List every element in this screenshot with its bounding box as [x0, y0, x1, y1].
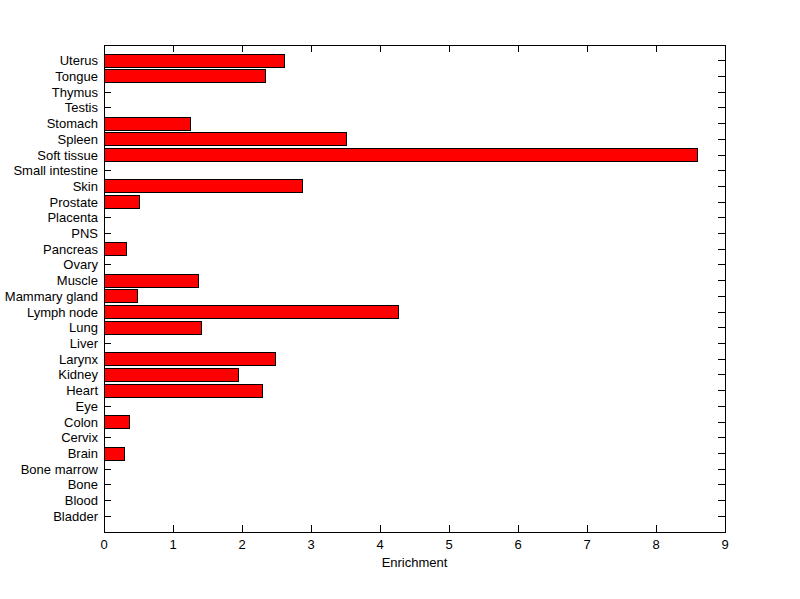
bar [104, 274, 199, 287]
y-tick-label: Skin [73, 179, 98, 194]
y-tick-label: Blood [65, 493, 98, 508]
x-tick-label: 6 [514, 537, 521, 552]
bar [104, 54, 285, 67]
bar [104, 196, 139, 209]
y-tick-label: PNS [71, 226, 98, 241]
x-tick-label: 7 [583, 537, 590, 552]
y-tick-label: Stomach [47, 116, 98, 131]
y-tick-label: Lymph node [27, 305, 98, 320]
x-tick-label: 5 [445, 537, 452, 552]
y-tick-label: Testis [65, 100, 99, 115]
axis-box [104, 45, 725, 532]
y-tick-label: Kidney [58, 367, 98, 382]
x-tick-label: 9 [721, 537, 728, 552]
y-tick-label: Bone [68, 477, 98, 492]
bar-chart-figure: UterusTongueThymusTestisStomachSpleenSof… [0, 0, 800, 599]
y-tick-label: Uterus [60, 53, 99, 68]
y-tick-label: Placenta [47, 210, 98, 225]
y-tick-label: Muscle [57, 273, 98, 288]
bar [104, 384, 263, 397]
y-tick-label: Mammary gland [5, 289, 98, 304]
y-tick-label: Lung [69, 320, 98, 335]
enrichment-bar-chart: UterusTongueThymusTestisStomachSpleenSof… [0, 0, 800, 599]
bar [104, 321, 201, 334]
x-tick-label: 2 [238, 537, 245, 552]
x-tick-label: 0 [100, 537, 107, 552]
y-tick-label: Tongue [55, 69, 98, 84]
bar [104, 149, 697, 162]
y-tick-label: Thymus [52, 85, 99, 100]
x-tick-label: 3 [307, 537, 314, 552]
y-tick-label: Spleen [58, 132, 98, 147]
y-tick-label: Heart [66, 383, 98, 398]
y-tick-label: Pancreas [43, 242, 98, 257]
x-tick-label: 1 [169, 537, 176, 552]
y-tick-label: Bone marrow [21, 462, 99, 477]
y-tick-label: Eye [76, 399, 98, 414]
x-tick-label: 8 [652, 537, 659, 552]
x-axis-title: Enrichment [382, 555, 448, 570]
y-tick-label: Prostate [50, 195, 98, 210]
x-tick-label: 4 [376, 537, 383, 552]
bar [104, 416, 130, 429]
y-tick-label: Ovary [63, 257, 98, 272]
y-tick-label: Small intestine [13, 163, 98, 178]
bar [104, 368, 239, 381]
y-tick-label: Liver [70, 336, 99, 351]
y-tick-label: Soft tissue [37, 148, 98, 163]
bar [104, 243, 127, 256]
y-tick-label: Colon [64, 415, 98, 430]
y-tick-label: Brain [68, 446, 98, 461]
bar [104, 353, 275, 366]
bar [104, 117, 190, 130]
bar [104, 133, 347, 146]
bar [104, 306, 399, 319]
bar [104, 290, 137, 303]
bar [104, 70, 266, 83]
bar [104, 447, 124, 460]
bar [104, 180, 303, 193]
y-tick-label: Cervix [61, 430, 98, 445]
y-tick-label: Larynx [59, 352, 99, 367]
y-tick-label: Bladder [53, 509, 98, 524]
